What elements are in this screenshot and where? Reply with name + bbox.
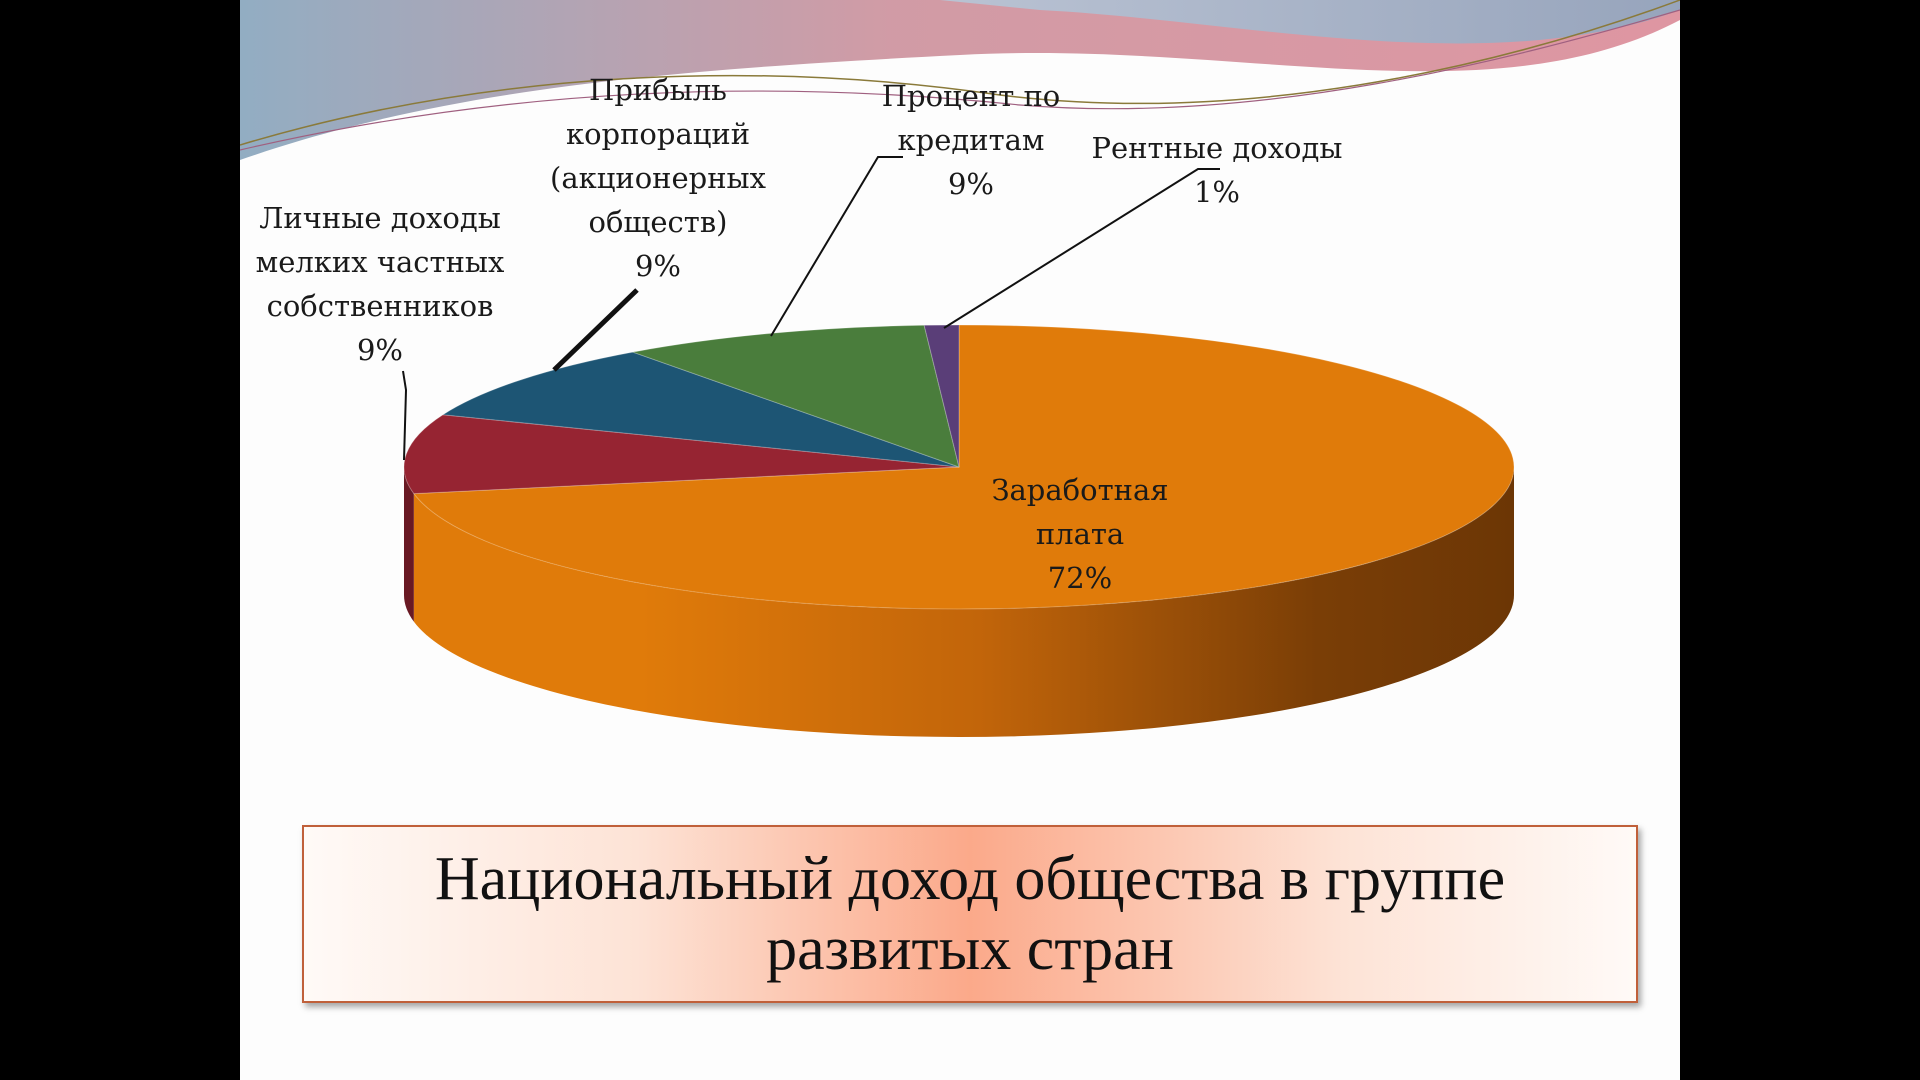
category-label-wages: плата	[1036, 517, 1124, 551]
pie-wall-personal	[404, 467, 414, 622]
pie-slice-wages	[412, 324, 1515, 610]
category-label-rent: Рентные доходы	[1092, 131, 1343, 165]
pie-wall-wages	[413, 467, 1514, 738]
category-label-interest: кредитам	[898, 123, 1045, 157]
category-label-profit: Прибыль	[589, 73, 727, 107]
slide: Заработная плата 72% Личные доходы мелких ча…	[240, 0, 1680, 1080]
category-label-profit: (акционерных	[550, 161, 766, 195]
value-label-personal: 9%	[357, 333, 403, 367]
leader-line-profit	[552, 288, 639, 372]
leader-line-rent	[943, 168, 1220, 329]
category-label-interest: Процент по	[882, 79, 1061, 113]
data-label-wages: Заработная плата 72%	[991, 473, 1168, 595]
data-label-interest: Процент по кредитам 9%	[882, 79, 1061, 201]
decorative-wave-header	[240, 0, 1680, 160]
value-label-rent: 1%	[1194, 175, 1240, 209]
pie-slice-profit	[441, 351, 960, 468]
data-label-personal: Личные доходы мелких частных собственников…	[256, 201, 505, 367]
title-box: Национальный доход общества в группе раз…	[302, 825, 1638, 1003]
category-label-personal: Личные доходы	[259, 201, 501, 235]
data-label-profit: Прибыль корпораций (акционерных обществ) 9%	[550, 73, 766, 283]
pie-slice-interest	[630, 324, 960, 468]
data-label-rent: Рентные доходы 1%	[1092, 131, 1343, 209]
category-label-personal: собственников	[267, 289, 494, 323]
slide-title: Национальный доход общества в группе раз…	[434, 845, 1506, 983]
leader-line-interest	[770, 156, 903, 337]
pie-chart: Заработная плата 72% Личные доходы мелких ча…	[256, 73, 1515, 738]
value-label-profit: 9%	[635, 249, 681, 283]
category-label-personal: мелких частных	[256, 245, 505, 279]
pie-slice-personal	[403, 414, 960, 495]
category-label-profit: корпораций	[566, 117, 750, 151]
value-label-wages: 72%	[1048, 561, 1112, 595]
value-label-interest: 9%	[948, 167, 994, 201]
pie-slice-rent	[923, 324, 960, 468]
leader-line-personal	[402, 370, 408, 461]
category-label-wages: Заработная	[991, 473, 1168, 507]
category-label-profit: обществ)	[589, 205, 728, 239]
